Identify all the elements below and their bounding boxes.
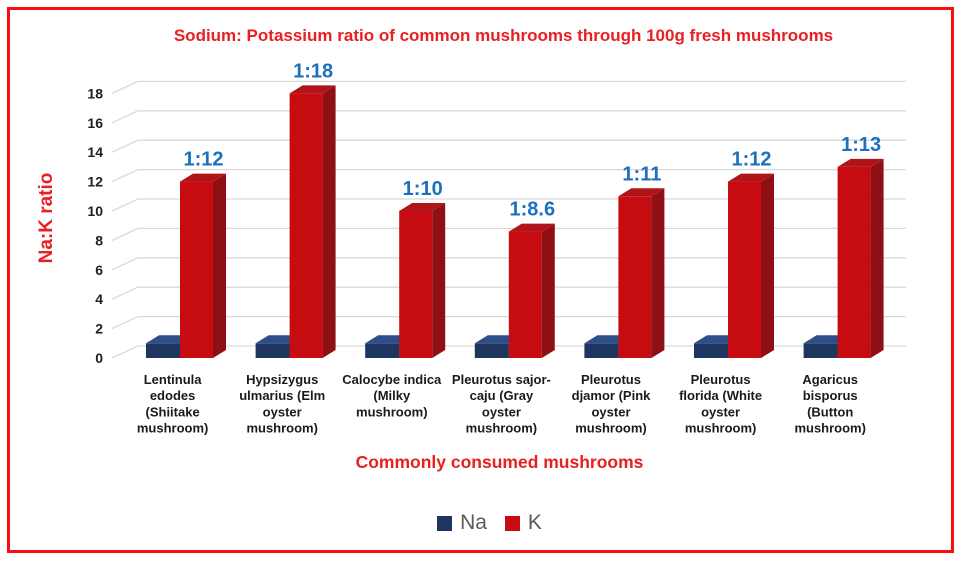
- bar-k-side: [322, 85, 336, 359]
- bar-na: [584, 343, 619, 358]
- bar-value-label: 1:10: [403, 178, 443, 200]
- gridline: [111, 168, 906, 183]
- bar-k-side: [213, 173, 226, 358]
- category-label: Pleurotus djamor (Pink oyster mushroom): [572, 372, 652, 436]
- y-tick-label: 8: [95, 232, 103, 248]
- bar-value-label: 1:8.6: [510, 199, 556, 221]
- bar-k: [837, 166, 871, 358]
- bar-k-side: [541, 223, 555, 358]
- bar-k: [508, 231, 542, 358]
- y-tick-label: 14: [87, 144, 103, 160]
- bar-k-top: [618, 188, 665, 197]
- bar-value-label: 1:12: [731, 149, 771, 171]
- gridline: [111, 80, 906, 94]
- bar-value-label: 1:12: [183, 149, 223, 171]
- gridline: [111, 139, 906, 153]
- legend-item-k: K: [504, 511, 542, 535]
- na-series-swatch: [437, 515, 453, 531]
- bar-k-top: [399, 203, 446, 211]
- bar-k-top: [180, 173, 226, 182]
- y-tick-label: 16: [87, 115, 103, 131]
- bar-value-label: 1:13: [841, 134, 881, 156]
- bar-value-label: 1:18: [293, 60, 333, 82]
- bar-k-top: [289, 85, 336, 94]
- bar-k-side: [870, 158, 884, 358]
- y-tick-label: 4: [95, 291, 103, 307]
- bar-k: [289, 93, 323, 359]
- bar-k-top: [508, 223, 555, 232]
- y-tick-label: 12: [87, 174, 103, 190]
- y-tick-label: 2: [95, 321, 103, 337]
- bar-k-side: [432, 203, 446, 358]
- gridline: [111, 110, 906, 124]
- bar-na: [694, 343, 728, 358]
- legend-label-k: K: [527, 511, 542, 534]
- y-tick-label: 6: [95, 262, 103, 278]
- bar-na: [474, 343, 509, 358]
- k-series-swatch: [504, 515, 520, 531]
- bar-k-side: [651, 188, 665, 358]
- bar-na: [803, 343, 838, 358]
- category-label: Agaricus bisporus (Button mushroom): [794, 372, 866, 436]
- bar-k: [728, 181, 761, 358]
- bar-na: [255, 343, 290, 358]
- chart-border: [7, 7, 954, 553]
- y-tick-label: 10: [87, 203, 103, 219]
- category-label: Lentinula edodes (Shiitake mushroom): [137, 372, 209, 436]
- y-tick-label: 18: [87, 85, 103, 101]
- category-label: Pleurotus florida (White oyster mushroom): [679, 372, 762, 436]
- bar-na: [365, 343, 400, 358]
- bar-value-label: 1:11: [622, 163, 661, 185]
- bar-k-side: [761, 173, 774, 358]
- legend: Na K: [0, 511, 979, 535]
- y-tick-label: 0: [95, 350, 103, 366]
- category-label: Pleurotus sajor-caju (Gray oyster mushroom…: [452, 372, 551, 436]
- bar-k: [618, 196, 652, 358]
- category-label: Hypsizygus ulmarius (Elm oyster mushroom): [239, 372, 325, 436]
- bar-na: [146, 343, 180, 358]
- bar-k-top: [728, 173, 774, 182]
- bar-k: [180, 181, 213, 358]
- bar-k: [399, 211, 433, 358]
- x-axis-title: Commonly consumed mushrooms: [355, 452, 644, 472]
- category-label: Calocybe indica (Milky mushroom): [342, 372, 442, 419]
- bar-k-top: [837, 158, 884, 167]
- legend-item-na: Na: [437, 511, 487, 535]
- chart-title: Sodium: Potassium ratio of common mushro…: [173, 26, 834, 45]
- legend-label-na: Na: [460, 511, 487, 534]
